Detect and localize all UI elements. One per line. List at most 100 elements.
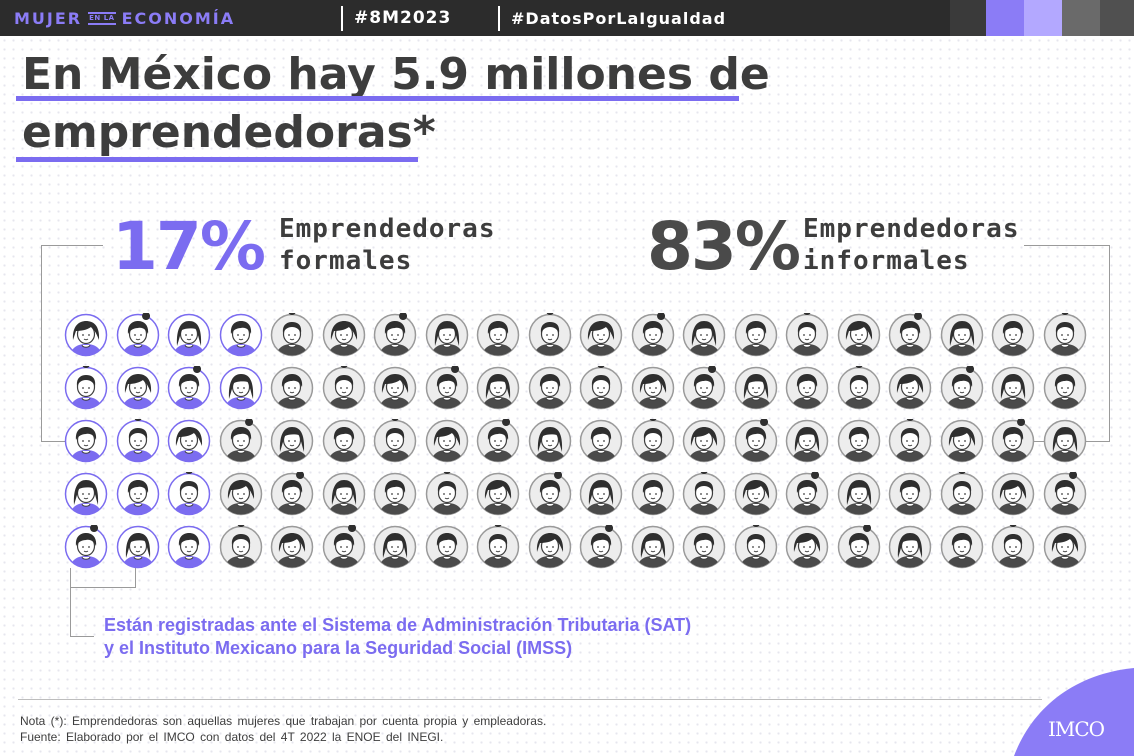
header-separator	[341, 6, 343, 31]
emprendedoras-pictogram	[64, 313, 1087, 569]
informal-woman-icon	[528, 419, 571, 463]
informal-woman-icon	[682, 419, 726, 463]
formal-woman-icon	[167, 419, 211, 463]
informal-woman-icon	[888, 366, 932, 410]
informal-label: Emprendedoras informales	[803, 213, 1020, 277]
informal-woman-icon	[373, 366, 417, 410]
formal-woman-icon	[116, 525, 159, 569]
formal-note-line-2: y el Instituto Mexicano para la Segurida…	[104, 638, 573, 658]
page-title-line-2: emprendedoras*	[22, 107, 436, 158]
informal-woman-icon	[270, 525, 314, 569]
formal-label: Emprendedoras formales	[279, 213, 496, 277]
hashtag-datos: #DatosPorLaIgualdad	[511, 8, 727, 28]
informal-woman-icon	[631, 366, 674, 410]
formal-percent: 17%	[112, 208, 266, 285]
footnote: Nota (*): Emprendedoras son aquellas muj…	[20, 714, 547, 728]
informal-woman-icon	[734, 366, 777, 410]
color-block	[1024, 0, 1062, 36]
informal-woman-icon	[528, 313, 571, 357]
page-title-line-1: En México hay 5.9 millones de	[22, 49, 770, 100]
informal-woman-icon	[476, 472, 520, 516]
informal-woman-icon	[631, 472, 674, 516]
informal-woman-icon	[837, 366, 880, 410]
formal-woman-icon	[219, 313, 262, 357]
formal-woman-icon	[116, 472, 159, 516]
formal-note-line-1: Están registradas ante el Sistema de Adm…	[104, 615, 692, 635]
color-block	[1062, 0, 1100, 36]
informal-woman-icon	[373, 525, 417, 569]
formal-label-line-2: formales	[279, 246, 413, 276]
informal-woman-icon	[476, 419, 520, 463]
informal-woman-icon	[219, 419, 262, 463]
informal-woman-icon	[991, 366, 1035, 410]
informal-woman-icon	[734, 419, 777, 463]
informal-woman-icon	[991, 525, 1035, 569]
informal-woman-icon	[1043, 366, 1086, 410]
informal-woman-icon	[373, 472, 417, 516]
informal-woman-icon	[631, 419, 674, 463]
informal-percent: 83%	[647, 208, 801, 285]
informal-woman-icon	[219, 472, 262, 516]
informal-woman-icon	[682, 525, 726, 569]
informal-woman-icon	[425, 525, 468, 569]
brand-word-mujer: MUJER	[14, 8, 83, 28]
formal-woman-icon	[167, 472, 211, 516]
informal-woman-icon	[270, 419, 314, 463]
informal-woman-icon	[837, 419, 880, 463]
informal-woman-icon	[1043, 419, 1086, 463]
informal-woman-icon	[1043, 313, 1086, 357]
formal-woman-icon	[167, 366, 211, 410]
formal-note: Están registradas ante el Sistema de Adm…	[104, 614, 691, 660]
formal-woman-icon	[219, 366, 262, 410]
informal-woman-icon	[322, 366, 365, 410]
informal-woman-icon	[425, 313, 468, 357]
color-block	[1100, 0, 1134, 36]
informal-woman-icon	[579, 525, 623, 569]
formal-woman-icon	[116, 419, 159, 463]
informal-woman-icon	[785, 313, 829, 357]
formal-woman-icon	[167, 313, 211, 357]
brand-word-en-la: EN LA	[88, 11, 116, 25]
informal-woman-icon	[940, 525, 983, 569]
informal-woman-icon	[579, 313, 623, 357]
informal-woman-icon	[734, 313, 777, 357]
note-connector-horizontal	[70, 636, 94, 637]
color-block	[950, 0, 986, 36]
informal-woman-icon	[270, 313, 314, 357]
informal-woman-icon	[888, 419, 932, 463]
formal-woman-icon	[64, 313, 108, 357]
note-connector-vertical	[70, 588, 71, 637]
informal-woman-icon	[837, 313, 880, 357]
informal-woman-icon	[991, 313, 1035, 357]
informal-label-line-1: Emprendedoras	[803, 214, 1020, 244]
brand-word-economia: ECONOMÍA	[121, 8, 236, 28]
informal-woman-icon	[322, 313, 365, 357]
title-underline	[16, 96, 739, 101]
informal-woman-icon	[1043, 472, 1086, 516]
informal-woman-icon	[940, 472, 983, 516]
informal-woman-icon	[476, 313, 520, 357]
informal-woman-icon	[476, 366, 520, 410]
informal-woman-icon	[888, 525, 932, 569]
formal-label-line-1: Emprendedoras	[279, 214, 496, 244]
formal-woman-icon	[116, 366, 159, 410]
formal-woman-icon	[64, 419, 108, 463]
informal-woman-icon	[579, 366, 623, 410]
informal-woman-icon	[373, 419, 417, 463]
informal-woman-icon	[425, 366, 468, 410]
informal-woman-icon	[734, 525, 777, 569]
informal-woman-icon	[888, 313, 932, 357]
informal-woman-icon	[579, 419, 623, 463]
top-bar: MUJER EN LA ECONOMÍA #8M2023 #DatosPorLa…	[0, 0, 1134, 36]
footer-divider	[18, 699, 1042, 700]
informal-woman-icon	[476, 525, 520, 569]
informal-woman-icon	[322, 419, 365, 463]
formal-woman-icon	[64, 525, 108, 569]
informal-woman-icon	[940, 419, 983, 463]
formal-woman-icon	[167, 525, 211, 569]
informal-woman-icon	[270, 472, 314, 516]
informal-woman-icon	[219, 525, 262, 569]
informal-woman-icon	[940, 313, 983, 357]
informal-woman-icon	[991, 472, 1035, 516]
informal-woman-icon	[270, 366, 314, 410]
